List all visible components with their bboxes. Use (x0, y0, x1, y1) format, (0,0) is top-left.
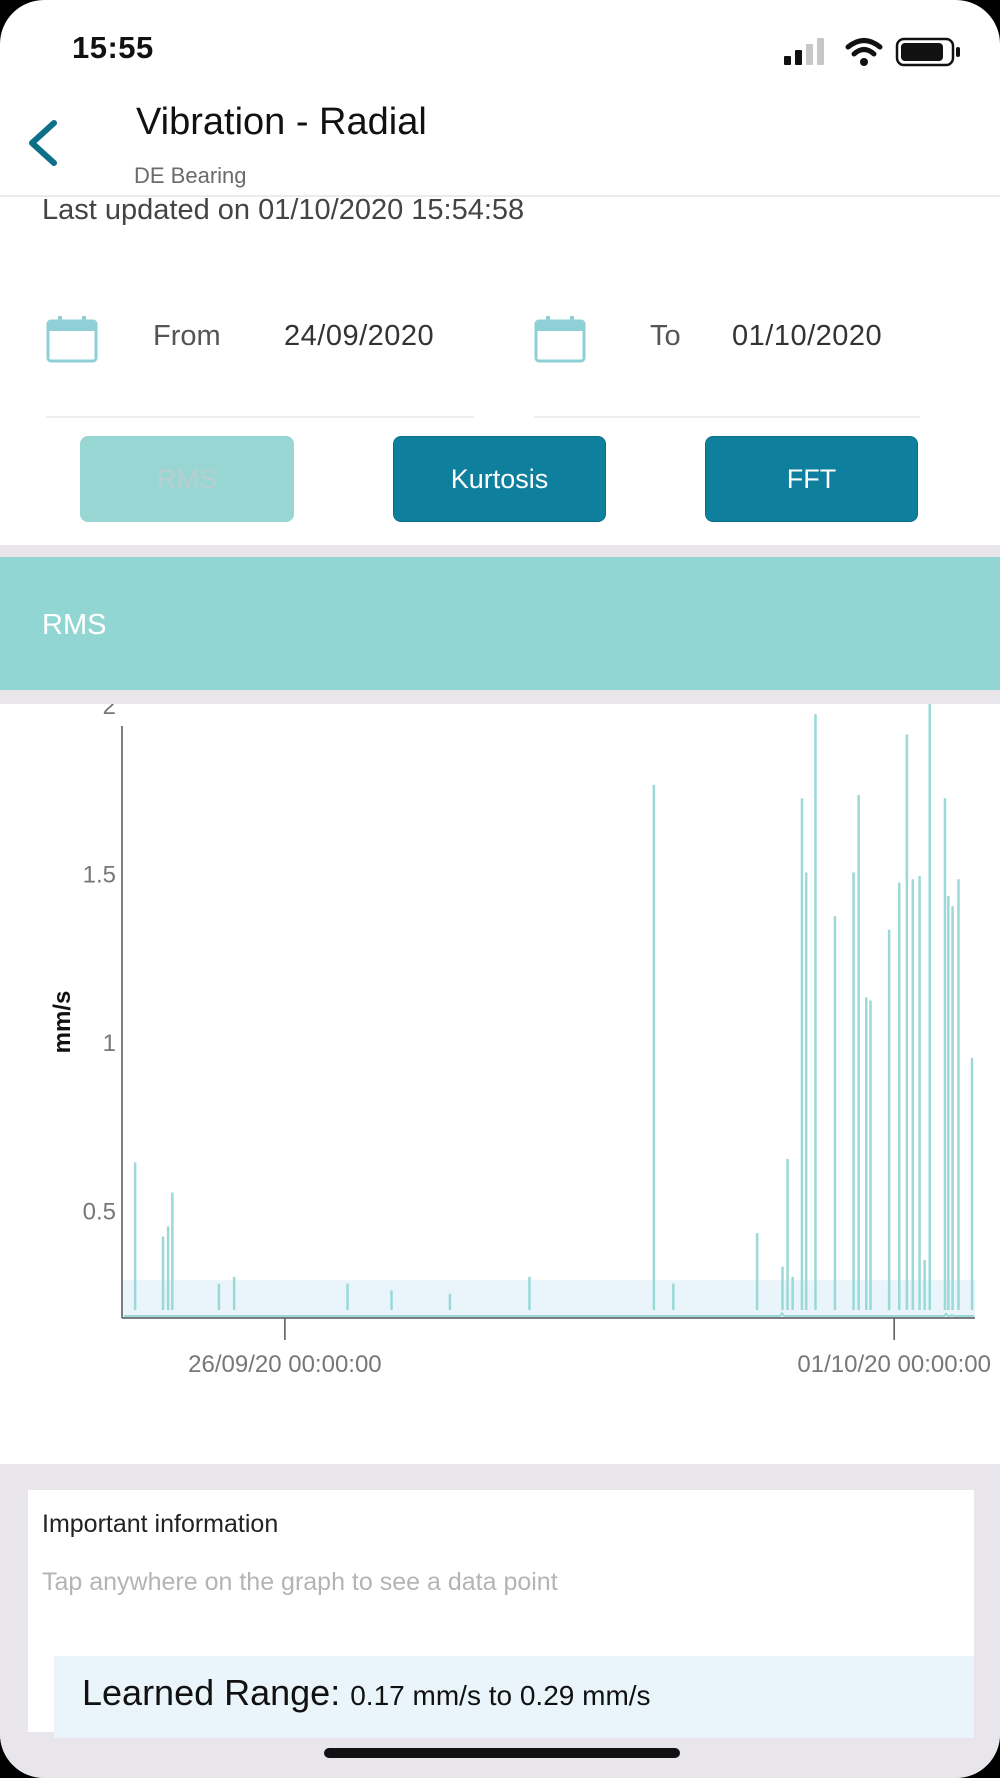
to-date-field[interactable]: To 01/10/2020 (534, 300, 920, 418)
y-tick-label: 0.5 (83, 1199, 116, 1226)
learned-range-band (122, 1280, 975, 1318)
from-date-value: 24/09/2020 (284, 320, 435, 352)
y-tick-label: 1 (103, 1030, 116, 1057)
home-indicator (324, 1748, 680, 1758)
info-section: Important information Tap anywhere on th… (0, 1464, 1000, 1778)
rms-chart[interactable]: 2 1.5 1 0.5 mm/s 26/09/20 00:00:00 01/10/20 00… (0, 704, 1000, 1464)
x-tick-label: 01/10/20 00:00:00 (797, 1351, 991, 1378)
divider (0, 545, 1000, 557)
from-date-field[interactable]: From 24/09/2020 (46, 300, 474, 418)
info-title: Important information (42, 1510, 279, 1538)
learned-range: Learned Range: 0.17 mm/s to 0.29 mm/s (82, 1672, 651, 1714)
cellular-signal-icon (784, 38, 824, 65)
learned-range-box: Learned Range: 0.17 mm/s to 0.29 mm/s (54, 1656, 974, 1738)
section-header: RMS (0, 557, 1000, 690)
wifi-icon (845, 38, 883, 66)
section-title: RMS (42, 609, 107, 641)
x-tick-label: 26/09/20 00:00:00 (188, 1351, 382, 1378)
y-tick-label: 1.5 (83, 862, 116, 889)
page-title: Vibration - Radial (136, 101, 427, 143)
back-button[interactable] (20, 115, 70, 171)
learned-range-value: 0.17 mm/s to 0.29 mm/s (350, 1680, 651, 1711)
y-tick-label: 2 (103, 704, 116, 720)
tab-fft[interactable]: FFT (705, 436, 918, 522)
y-axis-label: mm/s (49, 991, 76, 1054)
status-icons (784, 34, 964, 68)
chart-svg[interactable]: 2 1.5 1 0.5 mm/s 26/09/20 00:00:00 01/10/20 00… (0, 704, 1000, 1464)
from-label: From (153, 320, 221, 352)
to-date-value: 01/10/2020 (732, 320, 883, 352)
status-bar: 15:55 (0, 0, 1000, 100)
chevron-left-icon (29, 120, 57, 166)
calendar-icon (46, 316, 98, 363)
tab-kurtosis[interactable]: Kurtosis (393, 436, 606, 522)
divider (0, 690, 1000, 704)
info-card: Important information Tap anywhere on th… (28, 1490, 974, 1738)
calendar-icon (534, 316, 586, 363)
last-updated-text: Last updated on 01/10/2020 15:54:58 (42, 194, 525, 226)
page-subtitle: DE Bearing (134, 163, 247, 188)
to-label: To (650, 320, 681, 352)
status-time: 15:55 (72, 30, 154, 65)
learned-range-label: Learned Range: (82, 1672, 341, 1713)
series-line (124, 1311, 974, 1317)
info-hint: Tap anywhere on the graph to see a data … (42, 1568, 558, 1596)
battery-icon (895, 37, 960, 67)
tab-rms[interactable]: RMS (80, 436, 294, 522)
app-header: Vibration - Radial DE Bearing (0, 95, 1000, 197)
